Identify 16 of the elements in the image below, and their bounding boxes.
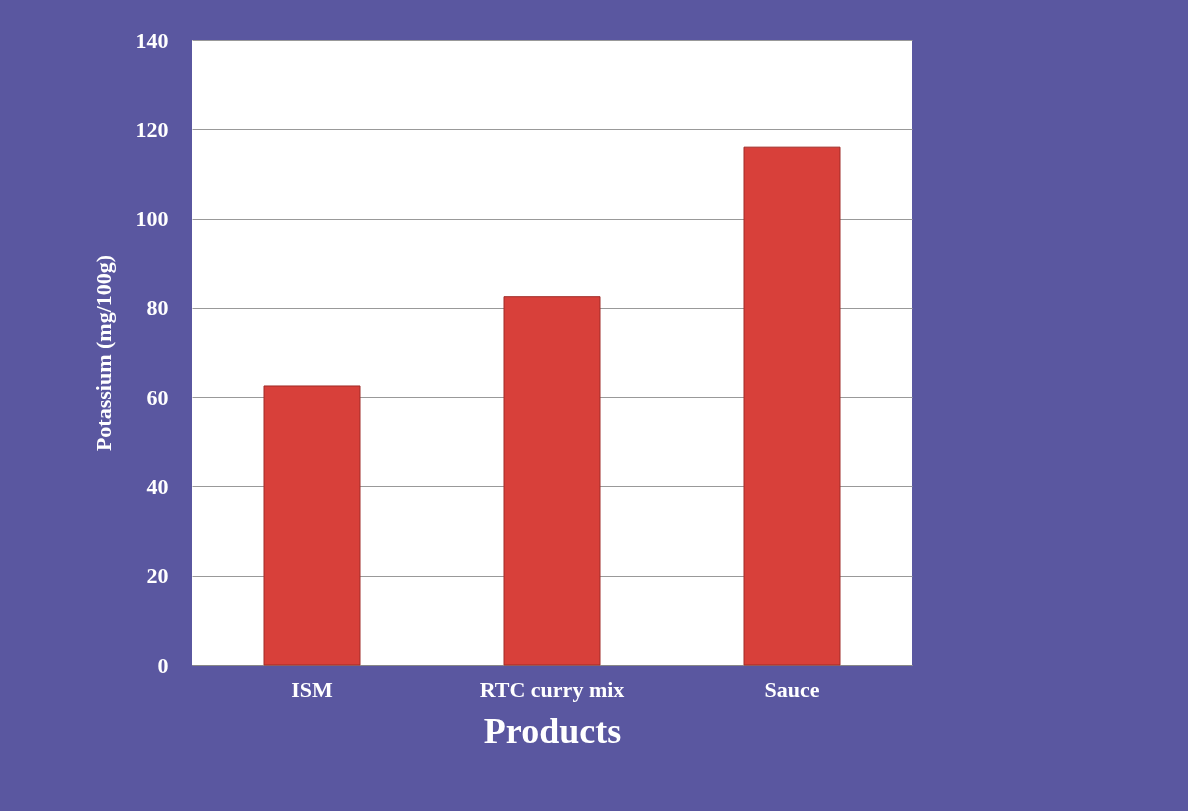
y-tick-label: 140 xyxy=(135,27,169,53)
x-axis-title: Products xyxy=(483,710,622,751)
x-tick-label: Sauce xyxy=(764,676,820,702)
x-tick-label: ISM xyxy=(291,676,334,702)
x-tick-label: RTC curry mix xyxy=(479,676,625,702)
y-axis-title: Potassium (mg/100g) xyxy=(90,254,116,452)
y-tick-label: 40 xyxy=(146,473,169,499)
y-tick-label: 120 xyxy=(135,116,169,142)
bar xyxy=(263,385,361,666)
y-tick-label: 20 xyxy=(146,563,169,589)
y-tick-label: 0 xyxy=(157,652,169,678)
bar xyxy=(503,296,601,666)
y-tick-label: 60 xyxy=(146,384,169,410)
bar xyxy=(743,146,841,666)
y-tick-label: 100 xyxy=(135,206,169,232)
y-tick-label: 80 xyxy=(146,295,169,321)
